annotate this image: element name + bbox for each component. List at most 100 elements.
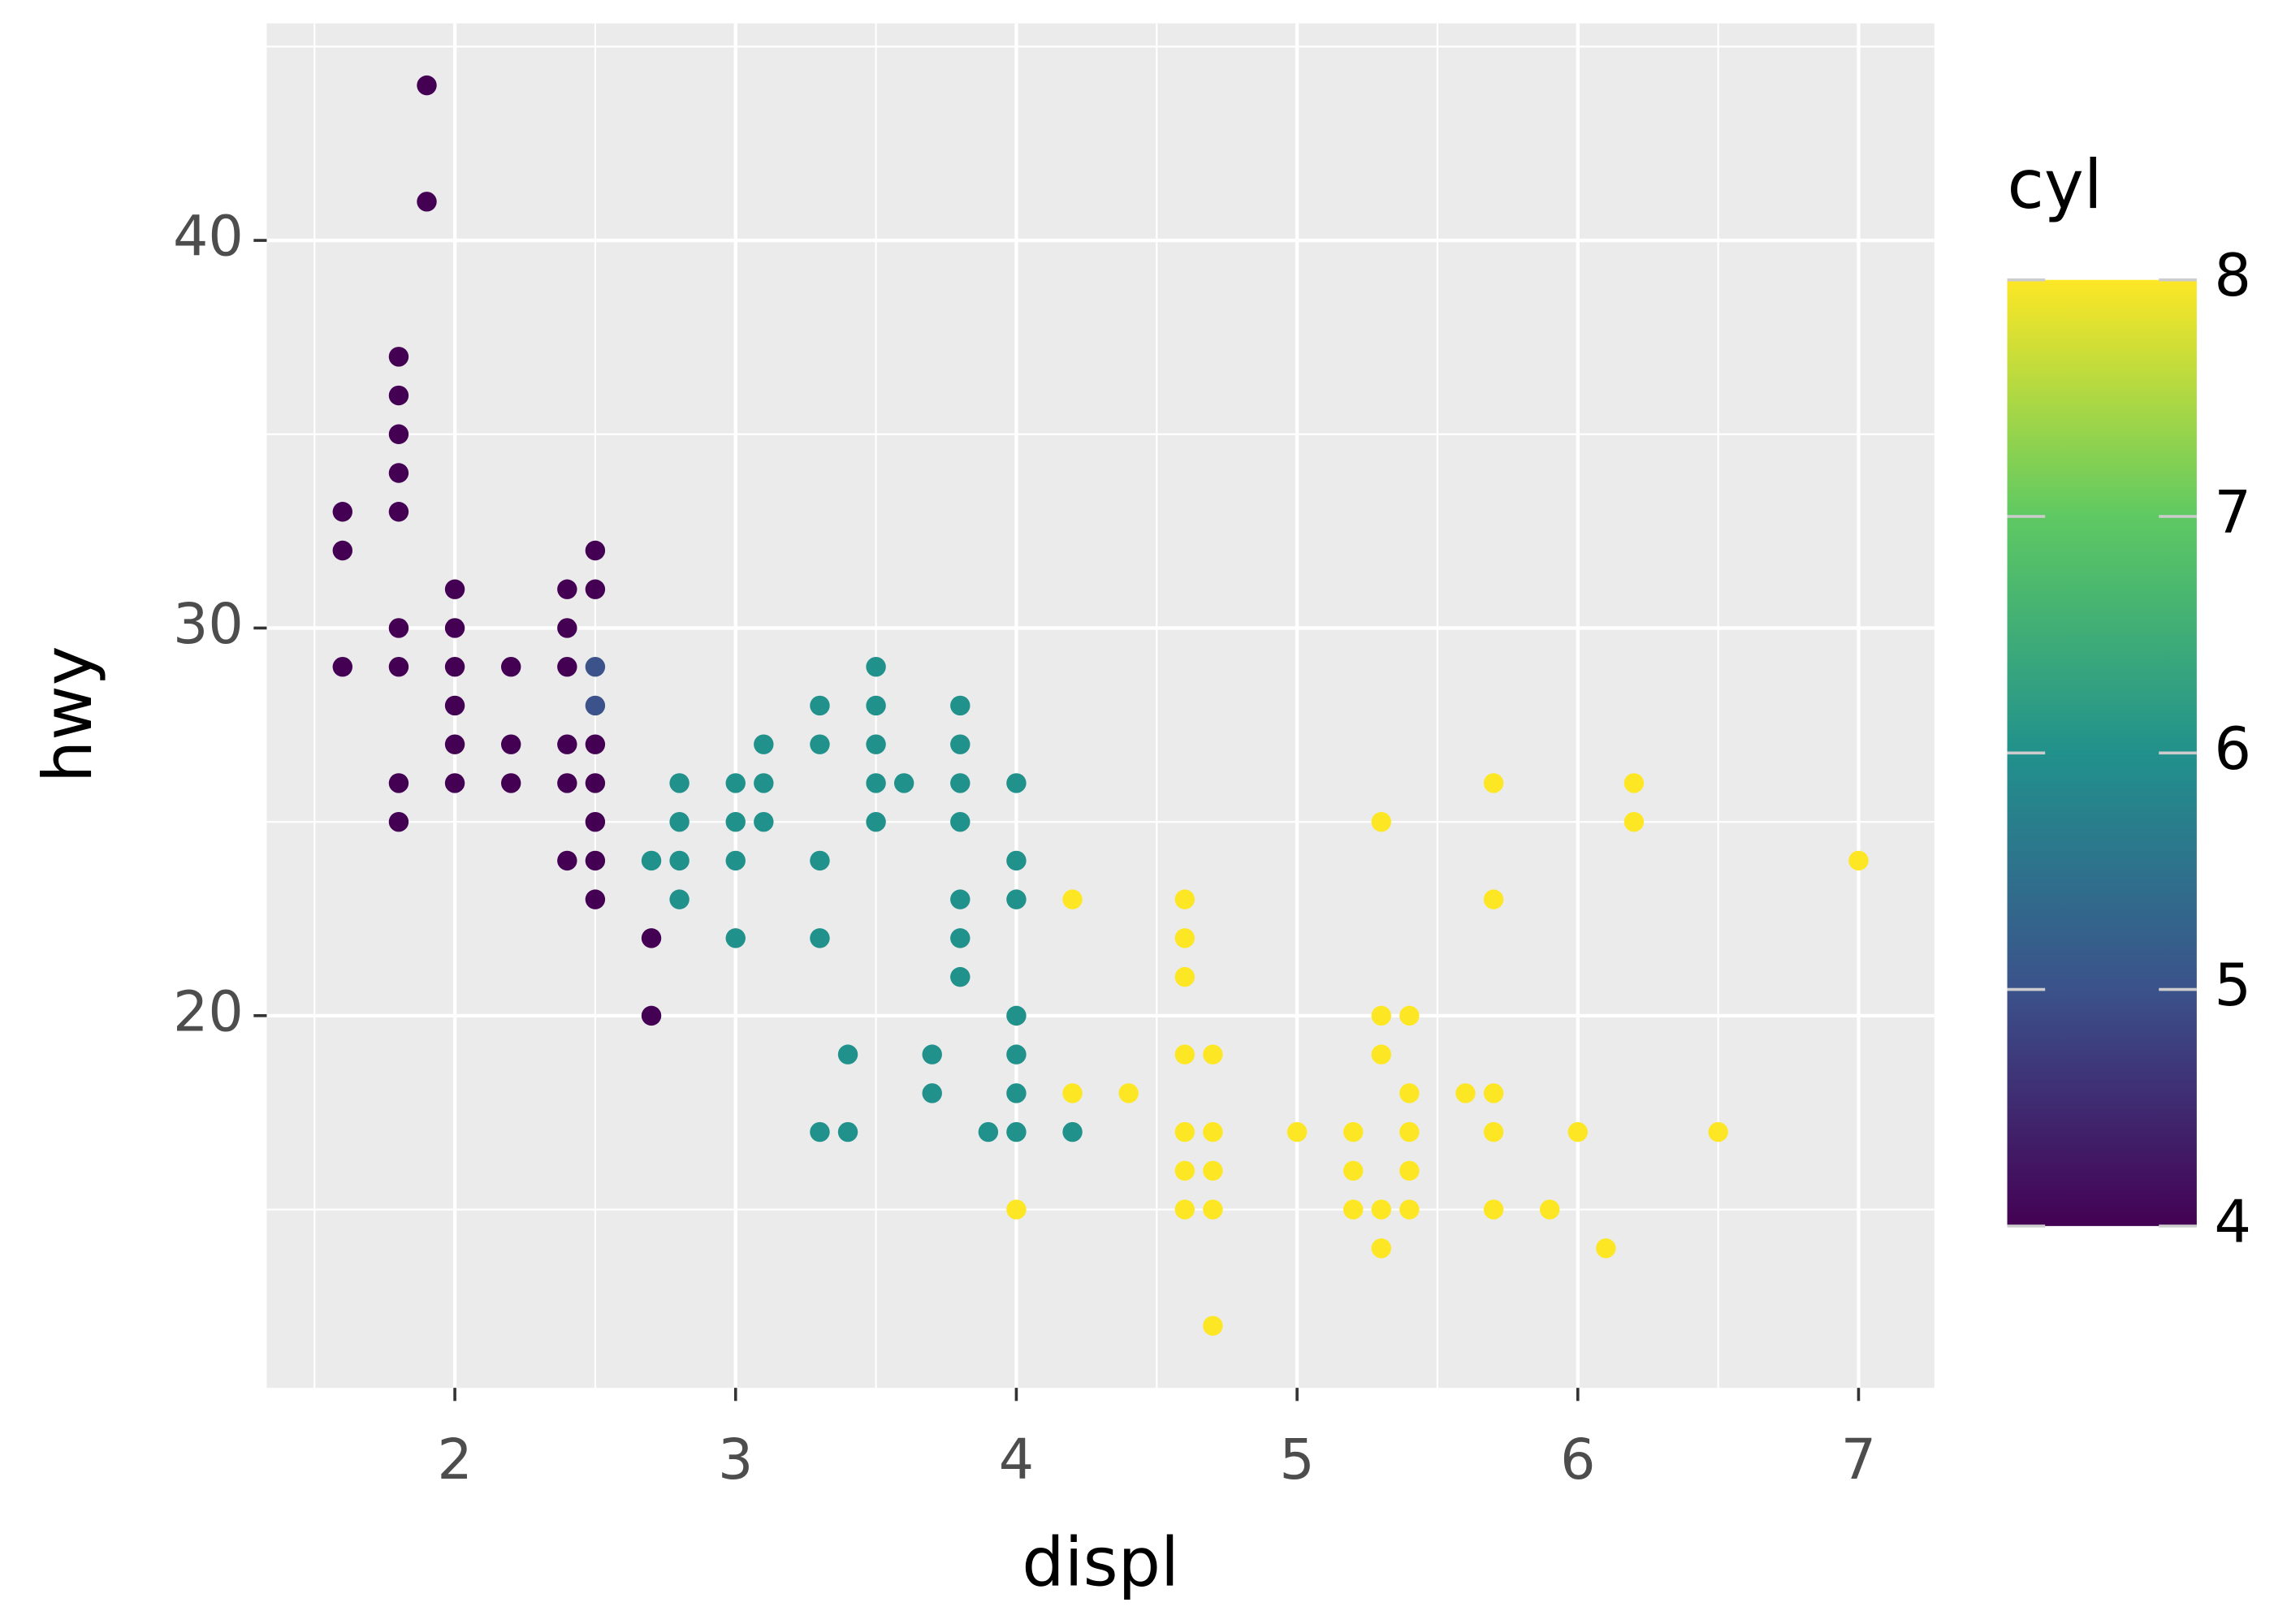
- x-tick-label: 6: [1560, 1428, 1595, 1492]
- point: [1343, 1160, 1364, 1181]
- point: [1174, 889, 1195, 909]
- point: [417, 192, 437, 212]
- point: [810, 1121, 830, 1142]
- point: [866, 811, 886, 832]
- point: [950, 889, 971, 909]
- point: [388, 463, 409, 483]
- point: [388, 618, 409, 638]
- point: [1006, 889, 1027, 909]
- point: [444, 695, 465, 716]
- point: [444, 579, 465, 599]
- x-axis-label: displ: [1022, 1523, 1179, 1601]
- point: [500, 773, 521, 793]
- point: [444, 618, 465, 638]
- point: [444, 656, 465, 677]
- point: [388, 773, 409, 793]
- point: [500, 734, 521, 754]
- colorbar-tick-label: 7: [2214, 478, 2251, 546]
- point: [669, 773, 690, 793]
- point: [1848, 850, 1869, 871]
- point: [388, 385, 409, 406]
- point: [1062, 1121, 1083, 1142]
- point: [1006, 1005, 1027, 1026]
- point: [922, 1083, 942, 1104]
- point: [810, 734, 830, 754]
- point: [1174, 1160, 1195, 1181]
- legend-title: cyl: [2008, 146, 2103, 224]
- point: [388, 347, 409, 367]
- point: [641, 928, 662, 948]
- point: [1623, 773, 1645, 793]
- point: [754, 734, 774, 754]
- point: [1371, 1238, 1392, 1259]
- point: [1483, 1121, 1504, 1142]
- point: [332, 540, 352, 561]
- point: [585, 773, 606, 793]
- point: [922, 1044, 942, 1065]
- point: [585, 579, 606, 599]
- point: [1203, 1044, 1223, 1065]
- point: [417, 75, 437, 96]
- y-tick-label: 30: [173, 593, 244, 657]
- point: [810, 928, 830, 948]
- point: [1174, 928, 1195, 948]
- point: [1203, 1160, 1223, 1181]
- point: [388, 502, 409, 522]
- point: [725, 811, 746, 832]
- point: [1174, 1199, 1195, 1220]
- point: [388, 424, 409, 444]
- x-tick-label: 4: [999, 1428, 1034, 1492]
- y-tick-label: 20: [173, 980, 244, 1044]
- point: [1062, 1083, 1083, 1104]
- point: [332, 502, 352, 522]
- point: [1006, 1199, 1027, 1220]
- point: [1006, 1083, 1027, 1104]
- point: [388, 656, 409, 677]
- point: [1540, 1199, 1560, 1220]
- x-tick-label: 7: [1841, 1428, 1876, 1492]
- point: [866, 773, 886, 793]
- point: [585, 734, 606, 754]
- colorbar-tick-label: 6: [2214, 715, 2251, 783]
- point: [557, 618, 577, 638]
- point: [585, 695, 606, 716]
- point: [557, 734, 577, 754]
- point: [866, 656, 886, 677]
- point: [641, 850, 662, 871]
- point: [1483, 1199, 1504, 1220]
- point: [641, 1005, 662, 1026]
- point: [1399, 1121, 1420, 1142]
- point: [332, 656, 352, 677]
- point: [1708, 1121, 1728, 1142]
- point: [585, 850, 606, 871]
- point: [1203, 1199, 1223, 1220]
- point: [950, 734, 971, 754]
- point: [1483, 1083, 1504, 1104]
- point: [585, 540, 606, 561]
- point: [444, 773, 465, 793]
- y-axis-label: hwy: [29, 646, 107, 783]
- point: [810, 695, 830, 716]
- point: [810, 850, 830, 871]
- point: [978, 1121, 999, 1142]
- point: [1343, 1199, 1364, 1220]
- panel: [266, 23, 1935, 1389]
- point: [1399, 1083, 1420, 1104]
- point: [1596, 1238, 1616, 1259]
- point: [1286, 1121, 1308, 1142]
- point: [669, 850, 690, 871]
- point: [754, 811, 774, 832]
- x-tick-label: 2: [437, 1428, 472, 1492]
- point: [1371, 811, 1392, 832]
- colorbar-tick-label: 4: [2214, 1187, 2251, 1255]
- point: [444, 734, 465, 754]
- point: [1399, 1005, 1420, 1026]
- point: [585, 656, 606, 677]
- point: [1567, 1121, 1588, 1142]
- point: [1371, 1005, 1392, 1026]
- colorbar-tick-label: 8: [2214, 241, 2251, 309]
- point: [725, 928, 746, 948]
- point: [837, 1044, 858, 1065]
- point: [950, 966, 971, 987]
